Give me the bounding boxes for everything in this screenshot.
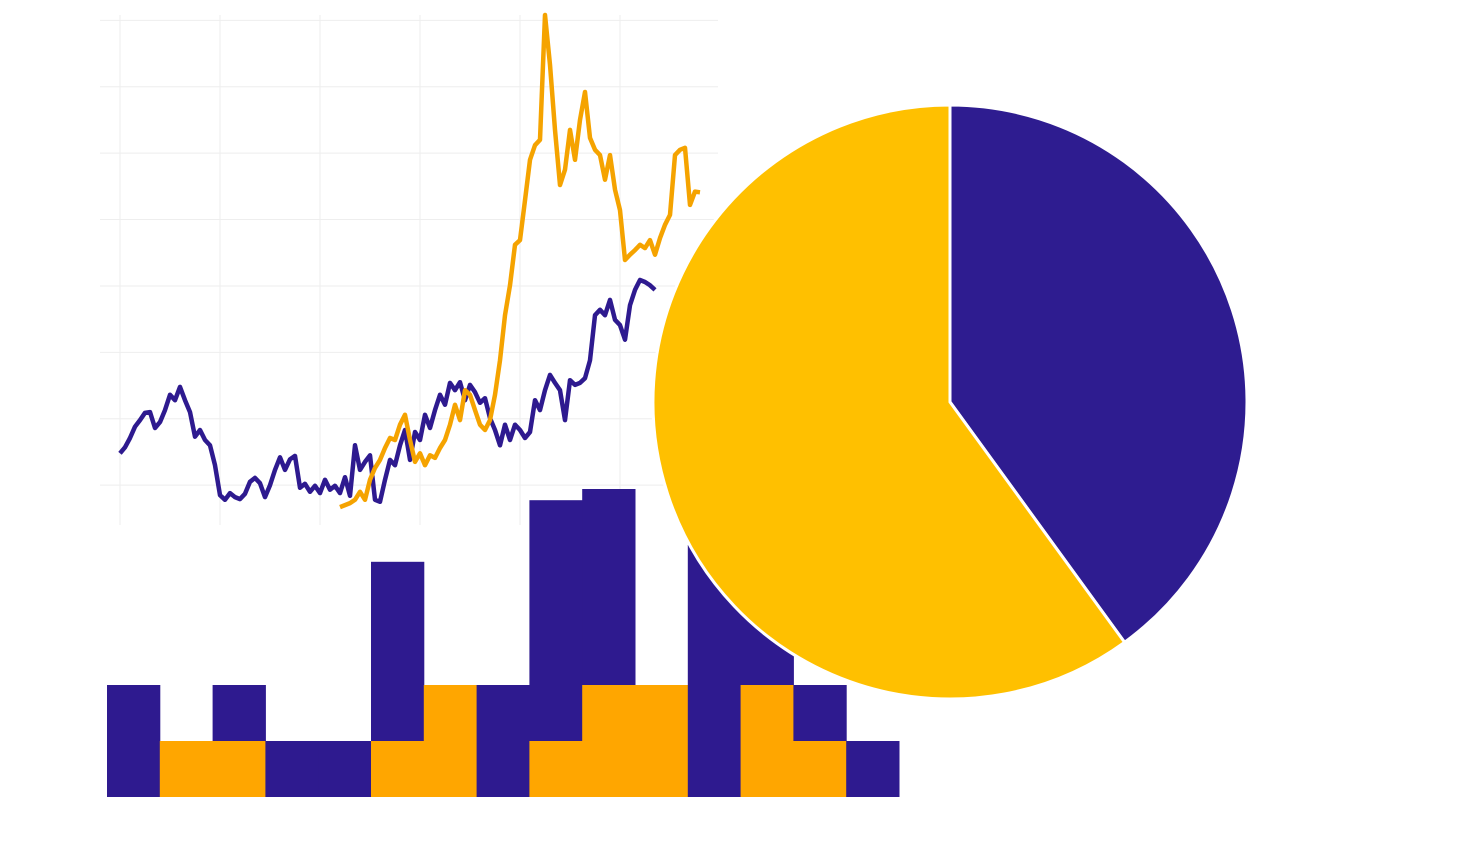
bar-segment: [476, 685, 530, 797]
bar-chart: [107, 489, 900, 797]
pie-slice: [948, 103, 1249, 645]
bar-segment: [212, 685, 266, 741]
bar-segment: [635, 685, 689, 797]
bar-segment: [159, 741, 214, 797]
bar-segment: [582, 685, 636, 797]
line-series: [118, 277, 657, 505]
bar-segment: [529, 741, 583, 797]
pie-slice: [651, 103, 1127, 701]
bar-segment: [265, 741, 319, 797]
bar-segment: [423, 685, 478, 797]
bar-segment: [846, 741, 900, 797]
line-chart: [100, 12, 718, 525]
bar-segment: [740, 685, 794, 797]
bar-segment: [582, 489, 636, 685]
bar-segment: [371, 741, 425, 797]
bar-segment: [793, 741, 847, 797]
pie-chart: [651, 103, 1249, 701]
line-series: [339, 12, 701, 510]
bar-segment: [371, 561, 425, 741]
bar-segment: [529, 500, 583, 741]
bar-segment: [318, 741, 372, 797]
bar-segment: [793, 685, 847, 741]
bar-segment: [107, 685, 161, 797]
bar-segment: [212, 741, 266, 797]
